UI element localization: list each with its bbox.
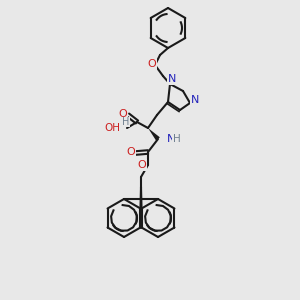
Text: H: H (173, 134, 181, 144)
Text: N: N (168, 74, 176, 84)
Text: O: O (148, 59, 156, 69)
Polygon shape (148, 128, 160, 141)
Text: N: N (191, 95, 199, 105)
Text: OH: OH (104, 123, 120, 133)
Text: N: N (167, 134, 176, 144)
Text: O: O (118, 109, 127, 119)
Text: H: H (122, 117, 130, 127)
Text: O: O (138, 160, 146, 170)
Text: O: O (127, 147, 135, 157)
